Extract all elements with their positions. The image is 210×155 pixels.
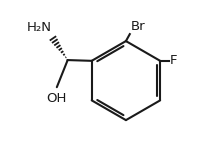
Text: Br: Br [131,20,145,33]
Text: H₂N: H₂N [26,22,51,34]
Text: F: F [169,54,177,67]
Text: OH: OH [47,92,67,105]
